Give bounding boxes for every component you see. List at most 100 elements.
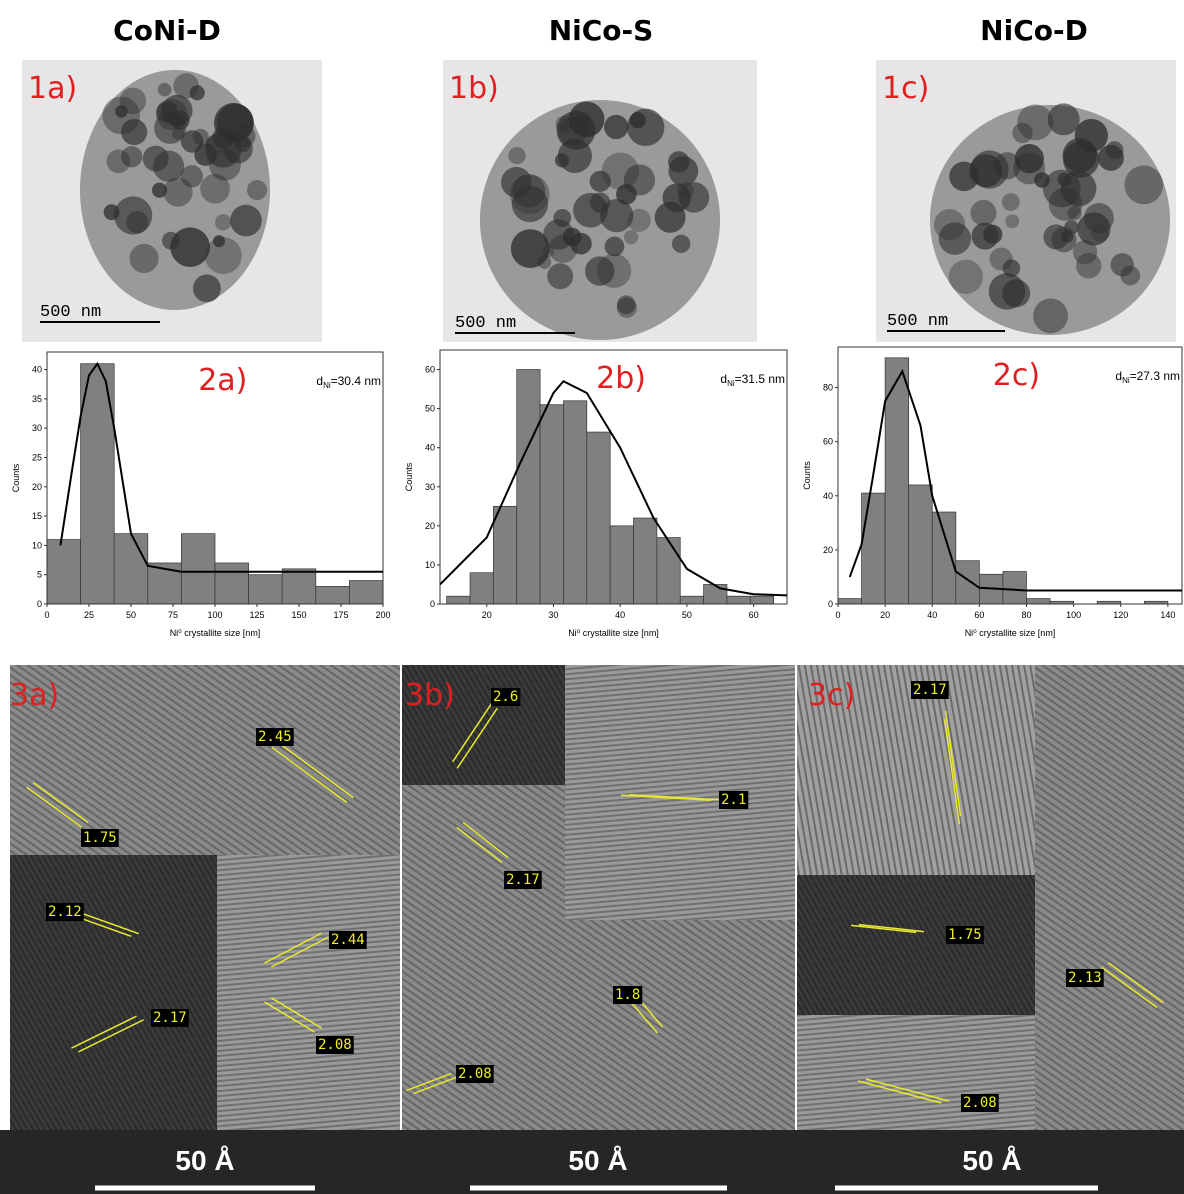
bar [1003, 572, 1027, 604]
bar [956, 561, 980, 604]
bar [470, 573, 493, 604]
y-tick-label: 80 [823, 383, 833, 393]
panel-label: 1c) [882, 71, 929, 106]
bar [657, 538, 680, 604]
bar [750, 596, 773, 604]
y-tick-label: 35 [32, 394, 42, 404]
y-tick-label: 20 [32, 482, 42, 492]
x-tick-label: 60 [749, 610, 759, 620]
d-spacing: 2.17 [913, 682, 947, 698]
scale-label: 500 nm [455, 314, 516, 333]
x-tick-label: 140 [1160, 610, 1175, 620]
bar [610, 526, 633, 604]
particle [1005, 214, 1019, 228]
x-tick-label: 0 [835, 610, 840, 620]
particle [213, 126, 235, 148]
x-axis-label: Ni⁰ crystallite size [nm] [170, 628, 261, 638]
bar [909, 485, 933, 604]
hrtem-image [217, 855, 400, 1130]
particle [1120, 266, 1140, 286]
bar [181, 534, 215, 604]
y-tick-label: 40 [32, 365, 42, 375]
d-spacing: 2.17 [506, 872, 540, 888]
y-tick-label: 60 [823, 437, 833, 447]
y-tick-label: 20 [425, 521, 435, 531]
value: =30.4 nm [331, 374, 381, 388]
particle [1048, 103, 1080, 135]
hrtem-image [10, 665, 400, 855]
particle [547, 263, 573, 289]
bar [540, 405, 563, 604]
panel-label: 2b) [596, 361, 646, 396]
y-tick-label: 5 [37, 570, 42, 580]
particle-aggregate [480, 100, 720, 340]
hrtem-image [10, 855, 217, 1130]
particle-aggregate [80, 70, 270, 310]
particle [1012, 123, 1032, 143]
symbol: d [1115, 369, 1122, 383]
bar [727, 596, 750, 604]
y-tick-label: 25 [32, 452, 42, 462]
y-tick-label: 60 [425, 365, 435, 375]
particle [602, 153, 639, 190]
x-tick-label: 25 [84, 610, 94, 620]
y-axis-label: Counts [802, 461, 812, 490]
x-tick-label: 80 [1021, 610, 1031, 620]
d-spacing: 2.44 [331, 932, 365, 948]
particle [672, 235, 690, 253]
particle [126, 211, 148, 233]
panel-label: 1a) [28, 71, 77, 106]
x-tick-label: 40 [927, 610, 937, 620]
x-axis-label: Ni⁰ crystallite size [nm] [568, 628, 659, 638]
x-tick-label: 20 [482, 610, 492, 620]
particle [102, 97, 140, 135]
particle [1061, 171, 1097, 207]
particle [549, 234, 577, 262]
y-axis-label: Counts [11, 463, 21, 492]
hrtem-image [797, 875, 1035, 1015]
particle [605, 237, 625, 257]
particle [663, 183, 691, 211]
particle [193, 274, 221, 302]
panel-label: 2c) [993, 358, 1040, 393]
d-spacing: 2.17 [153, 1010, 187, 1026]
y-tick-label: 40 [823, 491, 833, 501]
particle [585, 256, 614, 285]
x-tick-label: 0 [44, 610, 49, 620]
x-axis-label: Ni⁰ crystallite size [nm] [965, 628, 1056, 638]
mean-size: dNi=27.3 nm [1115, 369, 1180, 385]
mean-size: dNi=30.4 nm [316, 374, 381, 390]
particle [511, 229, 550, 268]
hrtem-image [565, 665, 795, 920]
x-tick-label: 40 [615, 610, 625, 620]
hrtem-image [797, 1015, 1035, 1130]
particle [205, 237, 242, 274]
x-tick-label: 50 [126, 610, 136, 620]
particle [200, 174, 230, 204]
particle [668, 151, 689, 172]
particle [1033, 298, 1068, 333]
particle [215, 214, 231, 230]
particle [628, 209, 651, 232]
d-spacing: 2.13 [1068, 970, 1102, 986]
mean-size: dNi=31.5 nm [720, 372, 785, 388]
particle [558, 139, 592, 173]
scale-label: 50 Å [175, 1145, 234, 1176]
column-title: NiCo-D [980, 14, 1088, 47]
particle [934, 209, 965, 240]
particle [1124, 165, 1163, 204]
x-tick-label: 150 [291, 610, 306, 620]
scale-label: 500 nm [40, 303, 101, 322]
d-spacing: 2.08 [458, 1066, 492, 1082]
panel-label: 3b) [405, 678, 455, 713]
d-spacing: 1.75 [83, 830, 117, 846]
particle [969, 154, 1002, 187]
symbol: d [720, 372, 727, 386]
d-spacing: 2.1 [721, 792, 746, 808]
x-tick-label: 175 [333, 610, 348, 620]
bar [704, 584, 727, 604]
column-title: CoNi-D [113, 14, 221, 47]
particle [121, 146, 142, 167]
bar [493, 506, 516, 604]
bar [316, 586, 350, 604]
